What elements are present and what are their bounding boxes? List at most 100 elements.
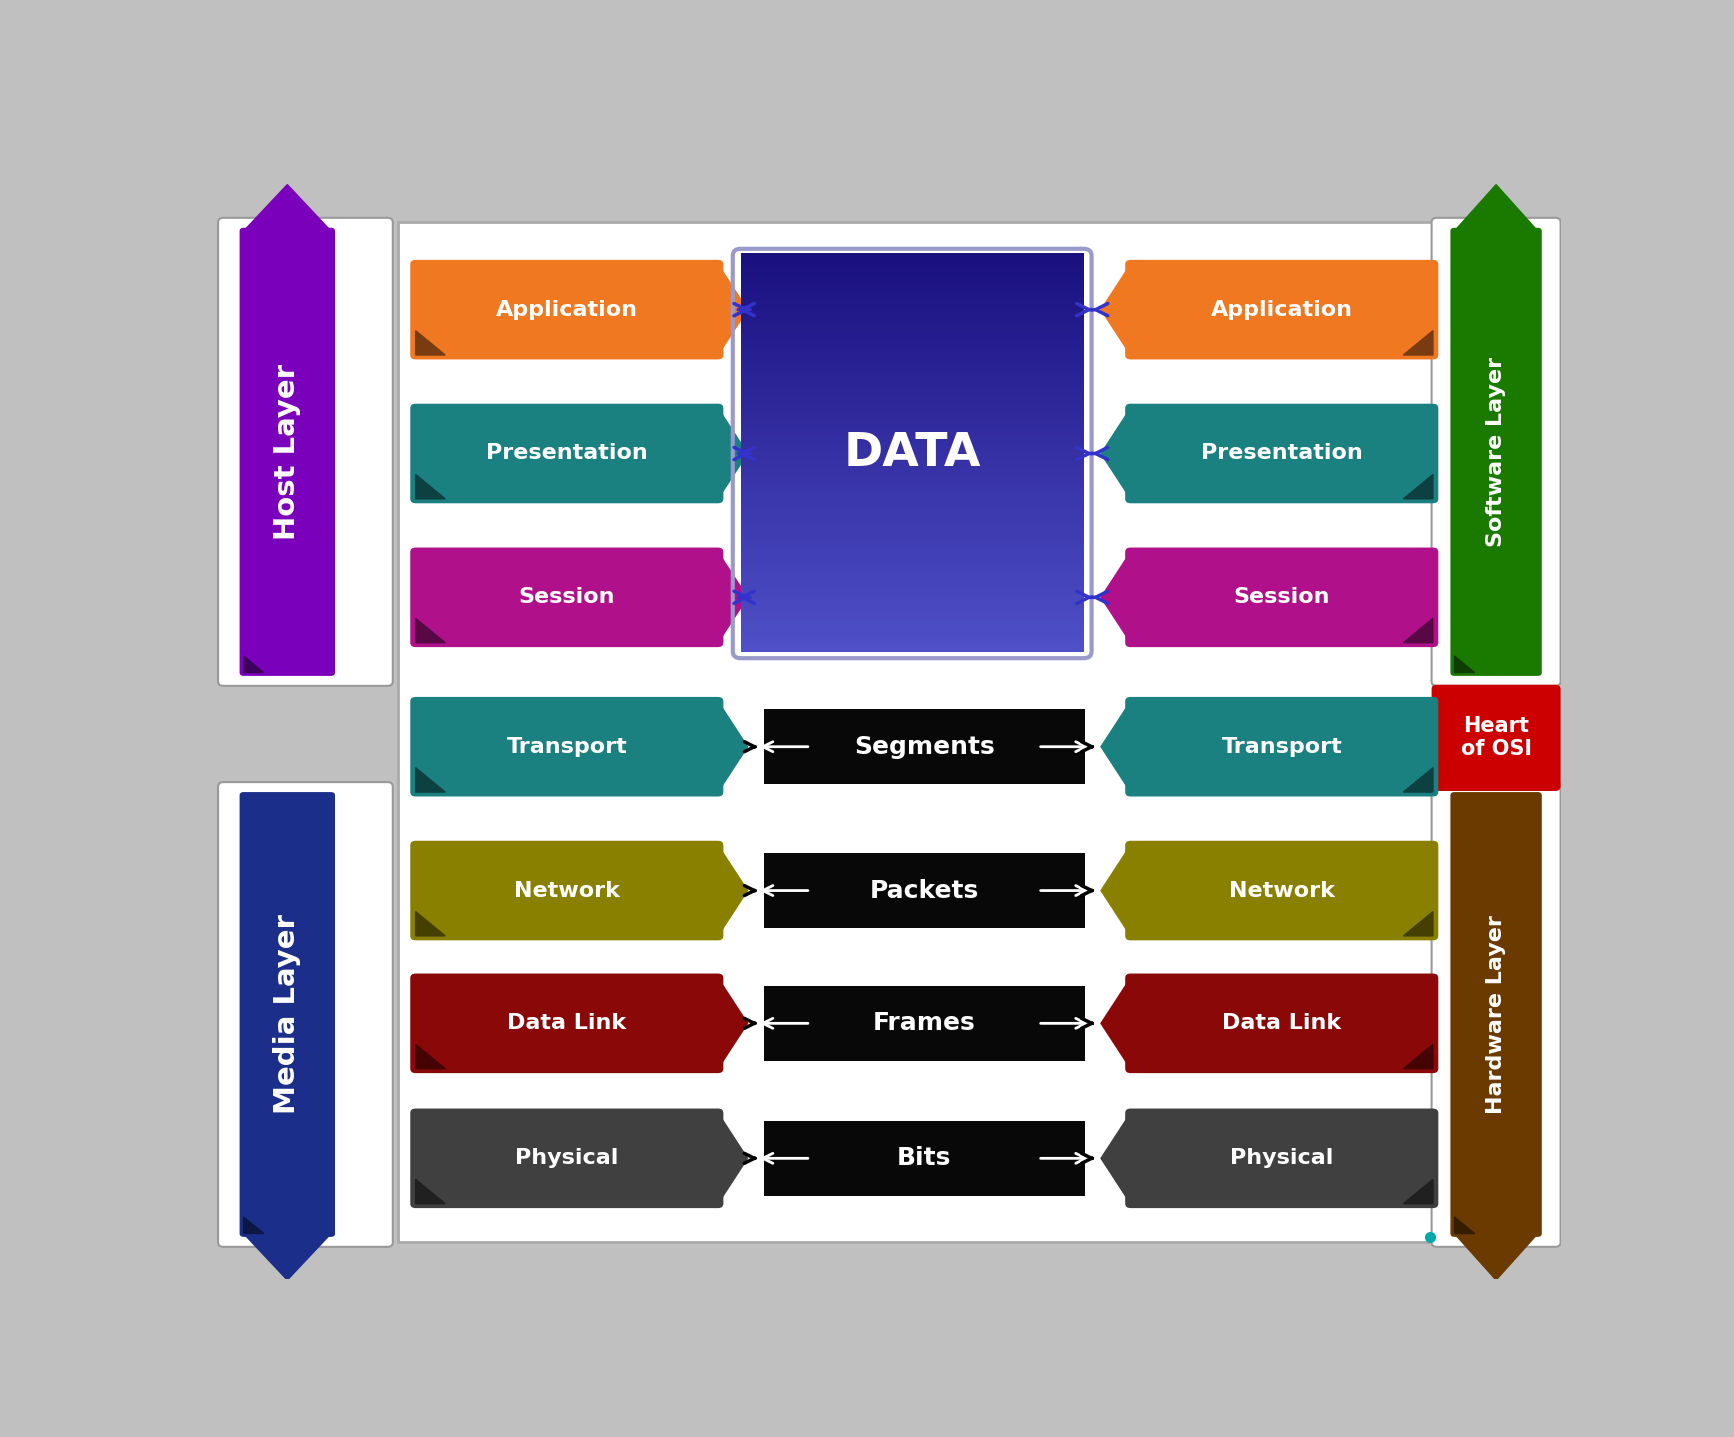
Polygon shape <box>416 474 446 499</box>
Polygon shape <box>416 618 446 642</box>
Text: Transport: Transport <box>506 737 628 757</box>
Bar <box>740 581 1084 588</box>
Polygon shape <box>1455 1217 1474 1233</box>
Polygon shape <box>1455 184 1538 231</box>
Bar <box>763 708 1085 785</box>
Bar <box>740 506 1084 513</box>
Bar <box>740 342 1084 349</box>
Text: Network: Network <box>513 881 619 901</box>
Polygon shape <box>718 552 747 642</box>
FancyBboxPatch shape <box>411 1108 723 1209</box>
Text: Presentation: Presentation <box>486 444 649 464</box>
Polygon shape <box>416 1045 446 1069</box>
Bar <box>740 560 1084 568</box>
Bar <box>740 269 1084 276</box>
Bar <box>740 629 1084 637</box>
Bar <box>740 471 1084 479</box>
Text: Software Layer: Software Layer <box>1486 356 1507 547</box>
Bar <box>740 570 1084 578</box>
Text: Bits: Bits <box>896 1147 952 1170</box>
Text: Data Link: Data Link <box>1222 1013 1342 1033</box>
Bar <box>740 392 1084 399</box>
Polygon shape <box>718 1112 747 1204</box>
Bar <box>740 277 1084 285</box>
FancyBboxPatch shape <box>239 792 335 1237</box>
Bar <box>740 332 1084 339</box>
Bar <box>740 283 1084 290</box>
FancyBboxPatch shape <box>1432 782 1561 1247</box>
FancyBboxPatch shape <box>218 218 394 685</box>
FancyBboxPatch shape <box>411 973 723 1073</box>
Bar <box>740 362 1084 369</box>
Bar <box>740 313 1084 320</box>
Bar <box>740 437 1084 444</box>
Polygon shape <box>416 1180 446 1204</box>
Bar <box>740 328 1084 335</box>
Bar <box>740 382 1084 389</box>
Polygon shape <box>718 701 747 792</box>
Text: Application: Application <box>1210 300 1353 319</box>
FancyBboxPatch shape <box>1450 792 1542 1237</box>
Text: Hardware Layer: Hardware Layer <box>1486 915 1507 1114</box>
Bar <box>740 565 1084 572</box>
Bar <box>740 287 1084 295</box>
Bar <box>740 259 1084 266</box>
Bar <box>740 352 1084 359</box>
Bar <box>740 595 1084 602</box>
Text: Transport: Transport <box>1221 737 1342 757</box>
Bar <box>740 417 1084 424</box>
Polygon shape <box>1403 618 1432 642</box>
Bar <box>763 986 1085 1061</box>
Bar <box>740 427 1084 434</box>
Bar <box>740 253 1084 260</box>
Polygon shape <box>1455 655 1474 673</box>
FancyBboxPatch shape <box>1125 260 1437 359</box>
Polygon shape <box>243 655 264 673</box>
Bar <box>740 273 1084 280</box>
FancyBboxPatch shape <box>411 260 723 359</box>
Polygon shape <box>1101 408 1131 499</box>
Bar <box>740 526 1084 533</box>
FancyBboxPatch shape <box>1125 841 1437 940</box>
Text: Packets: Packets <box>870 878 980 902</box>
FancyBboxPatch shape <box>1432 685 1561 790</box>
FancyBboxPatch shape <box>1125 973 1437 1073</box>
Text: Application: Application <box>496 300 638 319</box>
Bar <box>740 447 1084 454</box>
FancyBboxPatch shape <box>1125 1108 1437 1209</box>
Polygon shape <box>1403 1045 1432 1069</box>
Bar <box>740 303 1084 310</box>
FancyBboxPatch shape <box>411 697 723 796</box>
Bar <box>740 591 1084 598</box>
FancyBboxPatch shape <box>1432 218 1561 685</box>
Bar <box>740 550 1084 558</box>
Bar <box>740 599 1084 606</box>
Bar <box>740 619 1084 627</box>
Text: Physical: Physical <box>1229 1148 1333 1168</box>
FancyBboxPatch shape <box>1125 547 1437 647</box>
Bar <box>740 441 1084 448</box>
Bar <box>740 644 1084 651</box>
Bar <box>740 625 1084 632</box>
Polygon shape <box>1101 845 1131 935</box>
Bar <box>740 387 1084 394</box>
Bar <box>740 376 1084 384</box>
Bar <box>740 421 1084 428</box>
Bar <box>740 496 1084 503</box>
Polygon shape <box>1101 264 1131 355</box>
Bar <box>740 615 1084 622</box>
Bar <box>740 372 1084 379</box>
Bar <box>740 476 1084 483</box>
Bar <box>740 520 1084 527</box>
Bar <box>740 486 1084 493</box>
Bar <box>740 338 1084 345</box>
Bar <box>740 402 1084 410</box>
FancyBboxPatch shape <box>411 404 723 503</box>
Polygon shape <box>718 408 747 499</box>
Polygon shape <box>718 845 747 935</box>
Polygon shape <box>1403 474 1432 499</box>
Bar <box>740 456 1084 463</box>
Bar <box>740 481 1084 489</box>
Bar <box>740 635 1084 642</box>
Text: Session: Session <box>518 588 616 608</box>
